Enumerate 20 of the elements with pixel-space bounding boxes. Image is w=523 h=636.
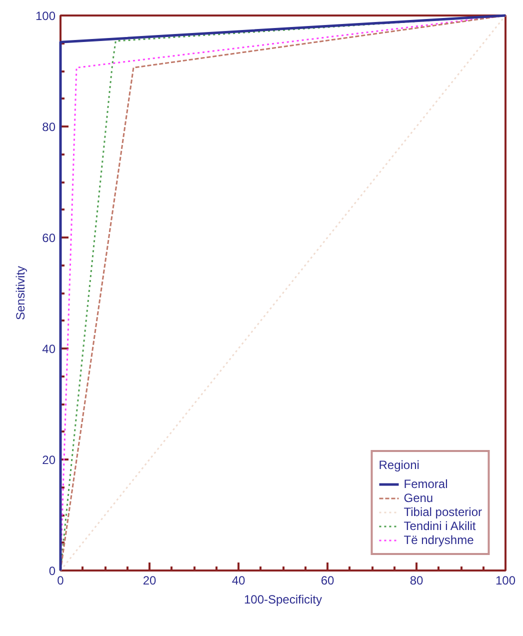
y-tick-label: 80 [42, 120, 56, 134]
x-tick-label: 0 [57, 574, 64, 588]
y-tick-label: 100 [35, 9, 56, 23]
legend-label: Tibial posterior [404, 505, 482, 519]
y-axis-title: Sensitivity [13, 266, 28, 320]
legend-label: Femoral [404, 477, 448, 491]
y-tick-label: 20 [42, 453, 56, 467]
y-tick-label: 40 [42, 342, 56, 356]
legend-label: Të ndryshme [404, 533, 474, 547]
x-axis-title: 100-Specificity [244, 592, 322, 606]
legend-label: Tendini i Akilit [404, 519, 476, 533]
x-tick-label: 40 [232, 574, 246, 588]
x-tick-label: 100 [495, 574, 516, 588]
y-tick-label: 60 [42, 231, 56, 245]
x-tick-label: 80 [410, 574, 424, 588]
x-tick-label: 20 [142, 574, 156, 588]
y-tick-label: 0 [48, 564, 56, 578]
legend-label: Genu [404, 491, 434, 505]
legend-title: Regioni [378, 458, 420, 472]
x-tick-label: 60 [320, 574, 334, 588]
